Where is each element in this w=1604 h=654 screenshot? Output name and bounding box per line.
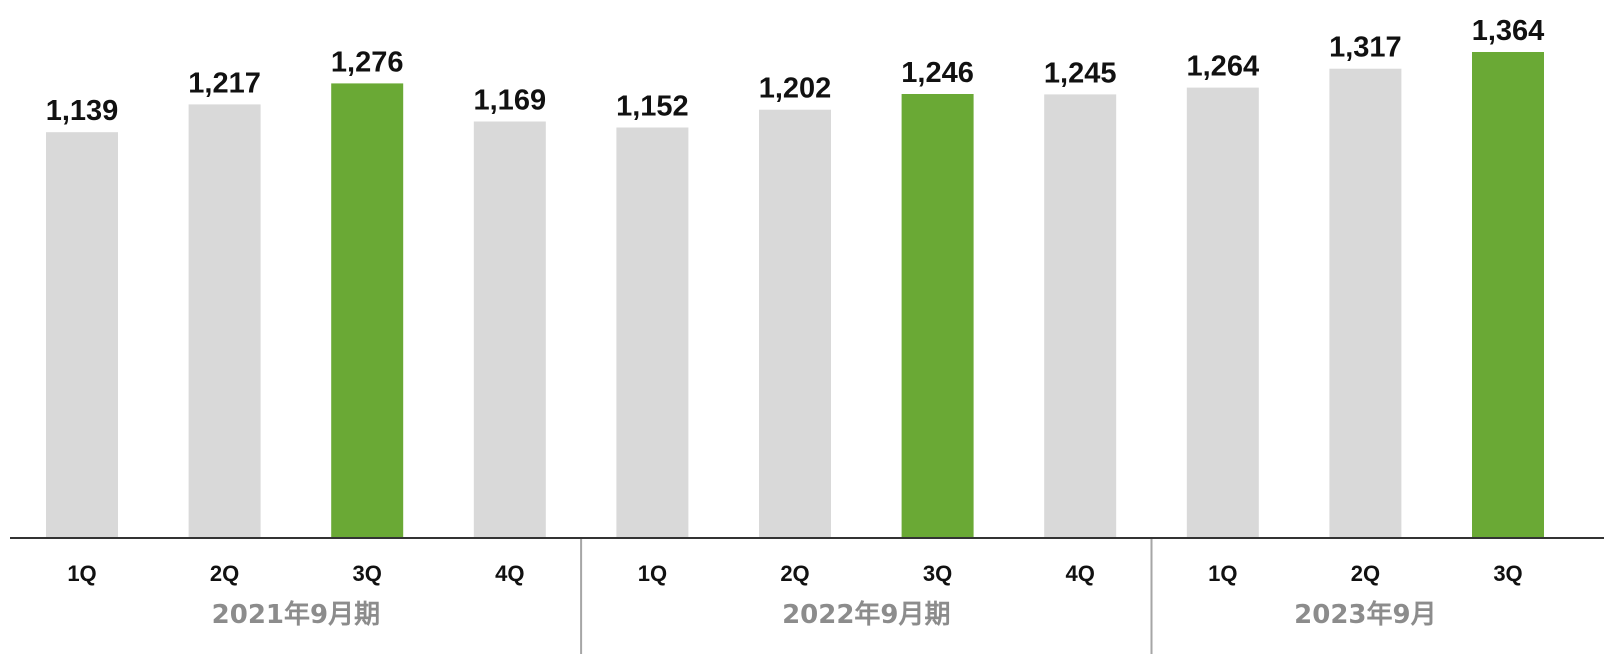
x-tick-label-4: 1Q	[638, 561, 667, 586]
group-label-2: 2023年9月	[1294, 599, 1436, 630]
value-label-0: 1,139	[46, 95, 119, 127]
value-label-4: 1,152	[616, 91, 689, 123]
x-tick-label-2: 3Q	[353, 561, 382, 586]
x-tick-label-6: 3Q	[923, 561, 952, 586]
group-separators-layer	[580, 539, 1153, 654]
bar-8	[1186, 87, 1259, 538]
group-labels-layer: 2021年9月期 2022年9月期 2023年9月	[212, 599, 1437, 630]
x-tick-label-5: 2Q	[780, 561, 809, 586]
group-label-1: 2022年9月期	[782, 599, 950, 630]
x-tick-label-9: 2Q	[1351, 561, 1380, 586]
bar-0	[46, 132, 118, 538]
value-label-10: 1,364	[1472, 15, 1545, 47]
bar-5	[759, 109, 831, 538]
x-tick-label-7: 4Q	[1066, 561, 1095, 586]
value-label-8: 1,264	[1187, 51, 1260, 83]
x-tick-label-3: 4Q	[495, 561, 524, 586]
x-tick-label-8: 1Q	[1208, 561, 1237, 586]
group-label-0: 2021年9月期	[212, 599, 380, 630]
value-label-9: 1,317	[1329, 32, 1402, 64]
bar-7	[1044, 94, 1117, 539]
value-label-6: 1,246	[901, 57, 974, 89]
value-labels-layer: 1,139 1,217 1,276 1,169 1,152 1,202 1,246 1,245…	[46, 15, 1545, 127]
x-tick-label-1: 2Q	[210, 561, 239, 586]
value-label-7: 1,245	[1044, 57, 1117, 89]
bar-2	[331, 83, 404, 539]
bars-layer	[46, 52, 1544, 539]
bar-9	[1329, 68, 1402, 538]
bar-6	[901, 94, 974, 538]
x-tick-label-10: 3Q	[1493, 561, 1522, 586]
bar-3	[473, 121, 546, 538]
x-tick-labels-layer: 1Q 2Q 3Q 4Q 1Q 2Q 3Q 4Q 1Q 2Q 3Q	[67, 561, 1522, 586]
value-label-1: 1,217	[188, 67, 261, 99]
x-tick-label-0: 1Q	[67, 561, 96, 586]
value-label-5: 1,202	[759, 73, 832, 105]
value-label-2: 1,276	[331, 46, 404, 78]
bar-4	[616, 127, 689, 538]
bar-1	[188, 104, 261, 539]
bar-10	[1472, 52, 1544, 538]
value-label-3: 1,169	[474, 85, 547, 117]
